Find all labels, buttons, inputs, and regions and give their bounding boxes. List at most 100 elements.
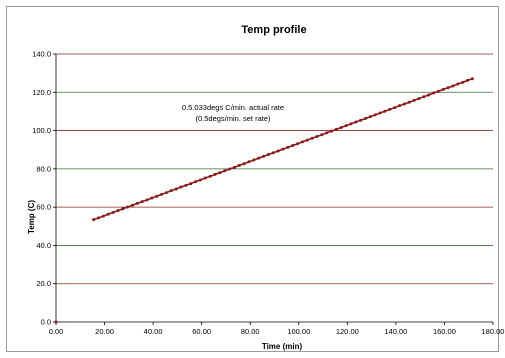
data-point-46 bbox=[310, 136, 314, 140]
data-point-28 bbox=[223, 169, 227, 173]
data-point-62 bbox=[388, 107, 392, 111]
y-tick-label-4: 80.0 bbox=[36, 164, 51, 173]
data-point-37 bbox=[266, 153, 270, 156]
data-point-78 bbox=[466, 78, 470, 82]
data-point-54 bbox=[349, 122, 353, 126]
data-point-58 bbox=[368, 115, 372, 119]
data-point-69 bbox=[422, 95, 426, 99]
data-point-13 bbox=[150, 196, 154, 200]
data-point-52 bbox=[339, 126, 343, 130]
y-axis-title: Temp (C) bbox=[27, 200, 36, 234]
data-point-27 bbox=[218, 171, 222, 175]
data-point-1 bbox=[92, 218, 96, 222]
data-point-39 bbox=[276, 149, 280, 153]
x-tick-label-0: 0.00 bbox=[49, 327, 64, 336]
data-point-53 bbox=[344, 124, 348, 128]
x-tick-label-6: 120.00 bbox=[336, 327, 359, 336]
series-layer bbox=[54, 77, 474, 324]
data-point-5 bbox=[111, 211, 115, 215]
data-point-64 bbox=[398, 104, 402, 108]
axis-layer bbox=[53, 53, 494, 325]
data-point-3 bbox=[101, 214, 105, 218]
data-point-57 bbox=[364, 117, 368, 121]
data-point-75 bbox=[451, 84, 455, 88]
data-point-7 bbox=[121, 207, 125, 211]
data-point-60 bbox=[378, 111, 382, 115]
chart-frame bbox=[6, 6, 499, 352]
x-tick-label-4: 80.00 bbox=[241, 327, 260, 336]
data-point-8 bbox=[126, 205, 130, 209]
data-point-76 bbox=[456, 82, 460, 86]
data-point-41 bbox=[286, 145, 290, 149]
data-point-23 bbox=[198, 178, 202, 182]
data-point-20 bbox=[184, 183, 188, 187]
data-point-42 bbox=[291, 144, 295, 148]
data-point-21 bbox=[189, 182, 193, 186]
annotation-line-1: 0.5.033degs C/min. actual rate bbox=[182, 103, 284, 112]
data-point-59 bbox=[373, 113, 377, 117]
y-tick-label-1: 20.0 bbox=[36, 279, 51, 288]
data-point-12 bbox=[145, 198, 149, 202]
data-point-77 bbox=[461, 80, 465, 84]
data-point-9 bbox=[130, 203, 134, 207]
data-point-40 bbox=[281, 147, 285, 151]
data-point-32 bbox=[242, 162, 246, 166]
data-point-36 bbox=[262, 154, 266, 158]
y-tick-label-5: 100.0 bbox=[32, 126, 51, 135]
data-point-49 bbox=[325, 131, 329, 135]
data-point-18 bbox=[174, 187, 178, 191]
data-point-44 bbox=[300, 140, 304, 144]
data-point-66 bbox=[407, 100, 411, 104]
annotation-line-2: (0.5degs/min. set rate) bbox=[195, 114, 271, 123]
data-point-22 bbox=[194, 180, 198, 184]
data-point-19 bbox=[179, 185, 183, 189]
tick-label-layer: 0.0 20.0 40.0 60.0 80.0 100.0 120.0 140.0 0.00 20… bbox=[32, 50, 504, 337]
chart-title: Temp profile bbox=[241, 24, 306, 36]
data-point-10 bbox=[135, 201, 139, 205]
data-point-50 bbox=[330, 129, 334, 133]
data-point-72 bbox=[436, 89, 440, 93]
data-point-48 bbox=[320, 133, 324, 137]
y-tick-label-6: 120.0 bbox=[32, 88, 51, 97]
data-point-63 bbox=[393, 106, 397, 110]
data-point-73 bbox=[441, 87, 445, 91]
data-point-34 bbox=[252, 158, 256, 162]
data-point-43 bbox=[296, 142, 300, 146]
data-point-15 bbox=[160, 192, 164, 196]
data-point-14 bbox=[155, 194, 159, 198]
data-point-30 bbox=[232, 165, 236, 169]
data-point-0 bbox=[54, 320, 58, 324]
data-point-67 bbox=[412, 98, 416, 102]
x-tick-label-1: 20.00 bbox=[95, 327, 114, 336]
data-point-56 bbox=[359, 118, 363, 122]
data-point-47 bbox=[315, 135, 319, 139]
grid-layer bbox=[56, 53, 493, 285]
data-point-38 bbox=[271, 151, 275, 155]
data-point-55 bbox=[354, 120, 358, 124]
y-tick-label-7: 140.0 bbox=[32, 50, 51, 59]
data-point-51 bbox=[334, 127, 338, 131]
data-point-25 bbox=[208, 174, 212, 178]
data-point-2 bbox=[96, 216, 100, 220]
data-point-35 bbox=[257, 156, 261, 160]
data-point-71 bbox=[432, 91, 436, 95]
data-point-11 bbox=[140, 200, 144, 204]
x-axis-title: Time (min) bbox=[262, 342, 303, 351]
x-tick-label-7: 140.00 bbox=[384, 327, 407, 336]
data-point-45 bbox=[305, 138, 309, 142]
data-point-65 bbox=[402, 102, 406, 106]
data-point-70 bbox=[427, 93, 431, 97]
data-point-24 bbox=[203, 176, 207, 180]
x-tick-label-9: 180.00 bbox=[482, 327, 505, 336]
data-point-33 bbox=[247, 160, 251, 164]
y-tick-label-0: 0.0 bbox=[41, 318, 51, 327]
data-point-61 bbox=[383, 109, 387, 113]
x-tick-label-3: 60.00 bbox=[192, 327, 211, 336]
x-tick-label-5: 100.00 bbox=[287, 327, 310, 336]
data-point-4 bbox=[106, 212, 110, 216]
data-point-74 bbox=[446, 86, 450, 90]
x-tick-label-8: 160.00 bbox=[433, 327, 456, 336]
data-point-26 bbox=[213, 172, 217, 176]
x-tick-label-2: 40.00 bbox=[144, 327, 163, 336]
